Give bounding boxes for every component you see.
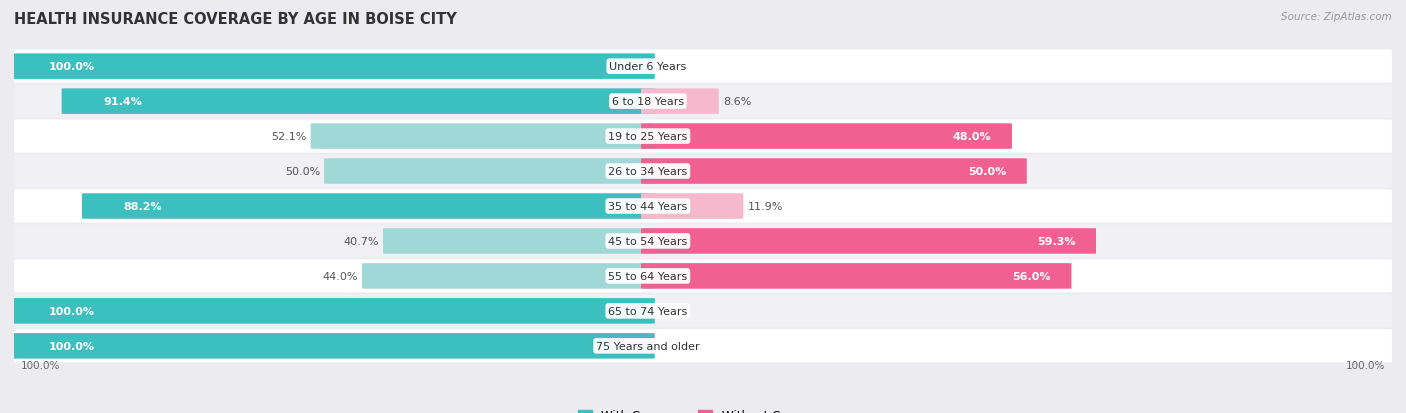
FancyBboxPatch shape — [7, 333, 655, 359]
FancyBboxPatch shape — [14, 294, 1392, 328]
Text: 11.9%: 11.9% — [748, 202, 783, 211]
FancyBboxPatch shape — [641, 124, 1012, 150]
FancyBboxPatch shape — [14, 85, 1392, 119]
FancyBboxPatch shape — [14, 190, 1392, 223]
FancyBboxPatch shape — [641, 263, 1071, 289]
Text: 6 to 18 Years: 6 to 18 Years — [612, 97, 683, 107]
FancyBboxPatch shape — [14, 50, 1392, 83]
Text: 45 to 54 Years: 45 to 54 Years — [609, 236, 688, 247]
Text: 40.7%: 40.7% — [343, 236, 378, 247]
Text: 50.0%: 50.0% — [967, 166, 1007, 177]
Text: 26 to 34 Years: 26 to 34 Years — [609, 166, 688, 177]
FancyBboxPatch shape — [7, 54, 655, 80]
Text: 59.3%: 59.3% — [1036, 236, 1076, 247]
FancyBboxPatch shape — [14, 120, 1392, 153]
Text: 91.4%: 91.4% — [103, 97, 142, 107]
Text: 55 to 64 Years: 55 to 64 Years — [609, 271, 688, 281]
Text: 56.0%: 56.0% — [1012, 271, 1050, 281]
Text: 19 to 25 Years: 19 to 25 Years — [609, 132, 688, 142]
Text: 65 to 74 Years: 65 to 74 Years — [609, 306, 688, 316]
Text: HEALTH INSURANCE COVERAGE BY AGE IN BOISE CITY: HEALTH INSURANCE COVERAGE BY AGE IN BOIS… — [14, 12, 457, 27]
Text: 100.0%: 100.0% — [21, 360, 60, 370]
FancyBboxPatch shape — [325, 159, 655, 184]
FancyBboxPatch shape — [14, 155, 1392, 188]
FancyBboxPatch shape — [14, 260, 1392, 293]
FancyBboxPatch shape — [641, 194, 744, 219]
Text: 35 to 44 Years: 35 to 44 Years — [609, 202, 688, 211]
FancyBboxPatch shape — [62, 89, 655, 114]
Text: 100.0%: 100.0% — [1346, 360, 1385, 370]
FancyBboxPatch shape — [641, 89, 718, 114]
FancyBboxPatch shape — [311, 124, 655, 150]
Text: 100.0%: 100.0% — [49, 306, 94, 316]
FancyBboxPatch shape — [363, 263, 655, 289]
FancyBboxPatch shape — [641, 159, 1026, 184]
FancyBboxPatch shape — [7, 299, 655, 324]
FancyBboxPatch shape — [382, 229, 655, 254]
Text: 88.2%: 88.2% — [124, 202, 162, 211]
Text: 44.0%: 44.0% — [322, 271, 359, 281]
FancyBboxPatch shape — [82, 194, 655, 219]
FancyBboxPatch shape — [14, 330, 1392, 363]
FancyBboxPatch shape — [14, 225, 1392, 258]
Text: 52.1%: 52.1% — [271, 132, 307, 142]
Text: 8.6%: 8.6% — [723, 97, 751, 107]
Legend: With Coverage, Without Coverage: With Coverage, Without Coverage — [572, 404, 834, 413]
FancyBboxPatch shape — [641, 229, 1097, 254]
Text: Source: ZipAtlas.com: Source: ZipAtlas.com — [1281, 12, 1392, 22]
Text: 75 Years and older: 75 Years and older — [596, 341, 700, 351]
Text: 100.0%: 100.0% — [49, 62, 94, 72]
Text: 48.0%: 48.0% — [953, 132, 991, 142]
Text: 100.0%: 100.0% — [49, 341, 94, 351]
Text: 50.0%: 50.0% — [284, 166, 321, 177]
Text: Under 6 Years: Under 6 Years — [609, 62, 686, 72]
